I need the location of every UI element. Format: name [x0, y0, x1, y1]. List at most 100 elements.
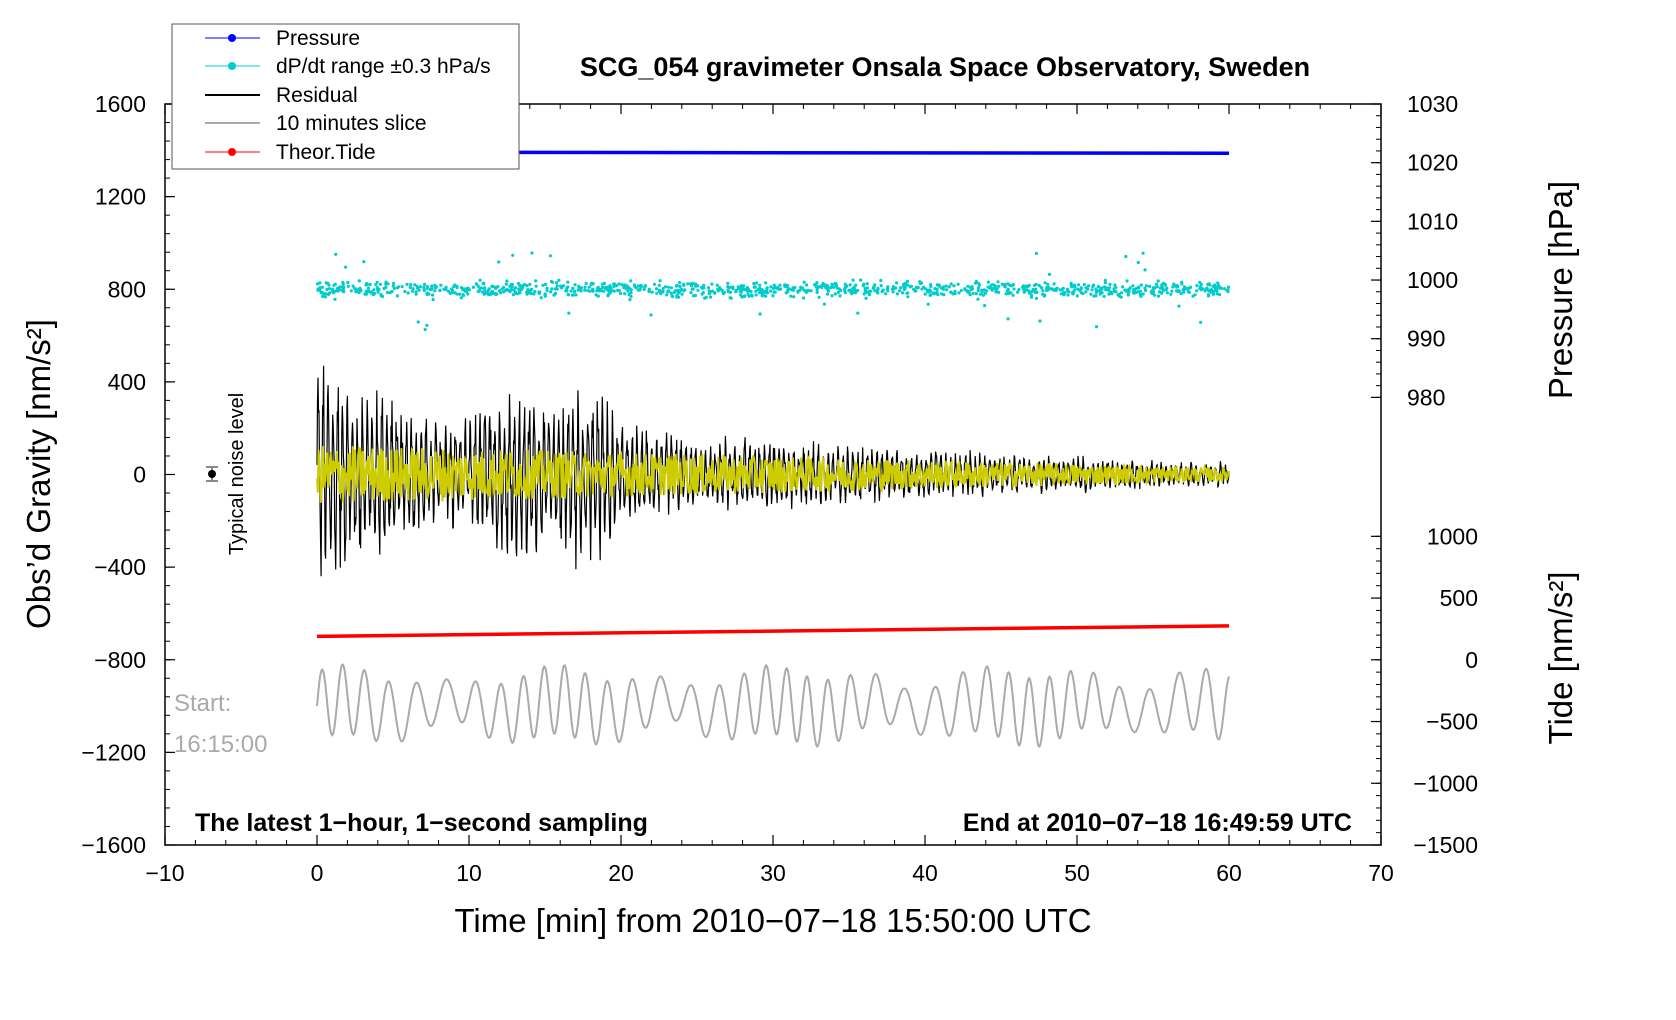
dpdt-point	[1126, 293, 1130, 297]
dpdt-point	[991, 287, 995, 291]
dpdt-point	[935, 287, 939, 291]
dpdt-point	[1072, 283, 1077, 287]
dpdt-point	[416, 320, 420, 324]
dpdt-point	[707, 289, 711, 293]
dpdt-point	[707, 286, 711, 290]
dpdt-point	[750, 294, 754, 298]
dpdt-point	[565, 286, 569, 290]
dpdt-point	[1094, 289, 1099, 293]
dpdt-point	[765, 286, 769, 290]
dpdt-point	[686, 282, 690, 286]
dpdt-point	[1070, 285, 1074, 289]
dpdt-point	[453, 291, 457, 295]
dpdt-point	[850, 292, 854, 296]
dpdt-point	[543, 294, 548, 298]
dpdt-point	[873, 283, 877, 287]
dpdt-point	[1218, 293, 1222, 297]
dpdt-point	[388, 290, 392, 295]
dpdt-point	[478, 278, 482, 282]
dpdt-point	[825, 284, 830, 288]
dpdt-point	[413, 283, 417, 287]
dpdt-point	[702, 283, 706, 287]
dpdt-point	[450, 288, 454, 292]
dpdt-point	[813, 283, 817, 287]
dpdt-point	[1007, 290, 1011, 294]
dpdt-point	[1102, 294, 1106, 298]
svg-text:dP/dt range ±0.3 hPa/s: dP/dt range ±0.3 hPa/s	[276, 55, 491, 78]
dpdt-point	[669, 291, 673, 295]
dpdt-point	[752, 281, 756, 286]
dpdt-point	[1141, 292, 1145, 296]
dpdt-point	[316, 282, 320, 286]
dpdt-point	[1227, 285, 1231, 289]
dpdt-point	[826, 287, 830, 292]
dpdt-point	[1216, 281, 1220, 285]
dpdt-point	[636, 284, 641, 288]
dpdt-point	[886, 285, 890, 289]
dpdt-point	[1106, 288, 1110, 292]
dpdt-point	[1181, 288, 1185, 292]
dpdt-point	[1092, 283, 1096, 287]
dpdt-point	[1171, 285, 1175, 289]
dpdt-point	[969, 285, 973, 289]
dpdt-point	[678, 284, 682, 289]
dpdt-point	[1195, 289, 1199, 293]
dpdt-point	[1169, 292, 1173, 296]
dpdt-point	[513, 286, 518, 290]
dpdt-point	[1172, 282, 1176, 286]
dpdt-point	[342, 285, 346, 289]
dpdt-point	[728, 296, 732, 300]
dpdt-point	[1149, 290, 1153, 294]
dpdt-point	[963, 287, 967, 291]
dpdt-point	[864, 296, 868, 300]
dpdt-point	[804, 289, 809, 293]
dpdt-point	[1103, 281, 1107, 285]
dpdt-point	[462, 287, 466, 291]
dpdt-point	[613, 282, 617, 286]
dpdt-point	[942, 293, 946, 297]
x-tick-label: 40	[912, 860, 938, 886]
dpdt-point	[1121, 285, 1125, 289]
dpdt-point	[529, 291, 533, 296]
dpdt-point	[779, 287, 783, 291]
dpdt-point	[1158, 286, 1162, 290]
dpdt-point	[977, 286, 981, 290]
dpdt-point	[663, 285, 668, 289]
dpdt-point	[764, 294, 768, 298]
dpdt-point	[1195, 284, 1199, 288]
dpdt-point	[1047, 272, 1052, 276]
dpdt-point	[471, 285, 475, 289]
dpdt-point	[1163, 283, 1167, 287]
dpdt-point	[1138, 289, 1143, 293]
dpdt-point	[459, 296, 463, 300]
dpdt-point	[1180, 282, 1184, 286]
dpdt-point	[379, 292, 383, 297]
start-time-label: 16:15:00	[174, 731, 267, 758]
dpdt-point	[1092, 294, 1096, 298]
dpdt-point	[879, 278, 883, 283]
dpdt-point	[320, 285, 325, 289]
dpdt-point	[965, 289, 969, 293]
dpdt-point	[566, 293, 571, 297]
dpdt-point	[434, 286, 438, 290]
dpdt-point	[588, 289, 592, 293]
dpdt-point	[1076, 287, 1080, 291]
dpdt-point	[552, 293, 556, 297]
legend-item-tide: Theor.Tide	[205, 141, 376, 164]
dpdt-point	[1021, 285, 1025, 289]
dpdt-point	[928, 289, 932, 293]
end-time-note: End at 2010−07−18 16:49:59 UTC	[963, 809, 1352, 837]
dpdt-point	[743, 294, 747, 298]
dpdt-point	[758, 312, 762, 316]
dpdt-point	[408, 285, 412, 289]
dpdt-point	[584, 281, 588, 286]
dpdt-point	[322, 292, 326, 296]
dpdt-point	[629, 294, 633, 299]
dpdt-point	[534, 279, 538, 283]
dpdt-point	[423, 327, 427, 332]
dpdt-point	[822, 302, 827, 306]
dpdt-point	[677, 291, 681, 295]
x-tick-label: 30	[760, 860, 786, 886]
dpdt-point	[944, 284, 948, 288]
dpdt-point	[1017, 288, 1021, 292]
